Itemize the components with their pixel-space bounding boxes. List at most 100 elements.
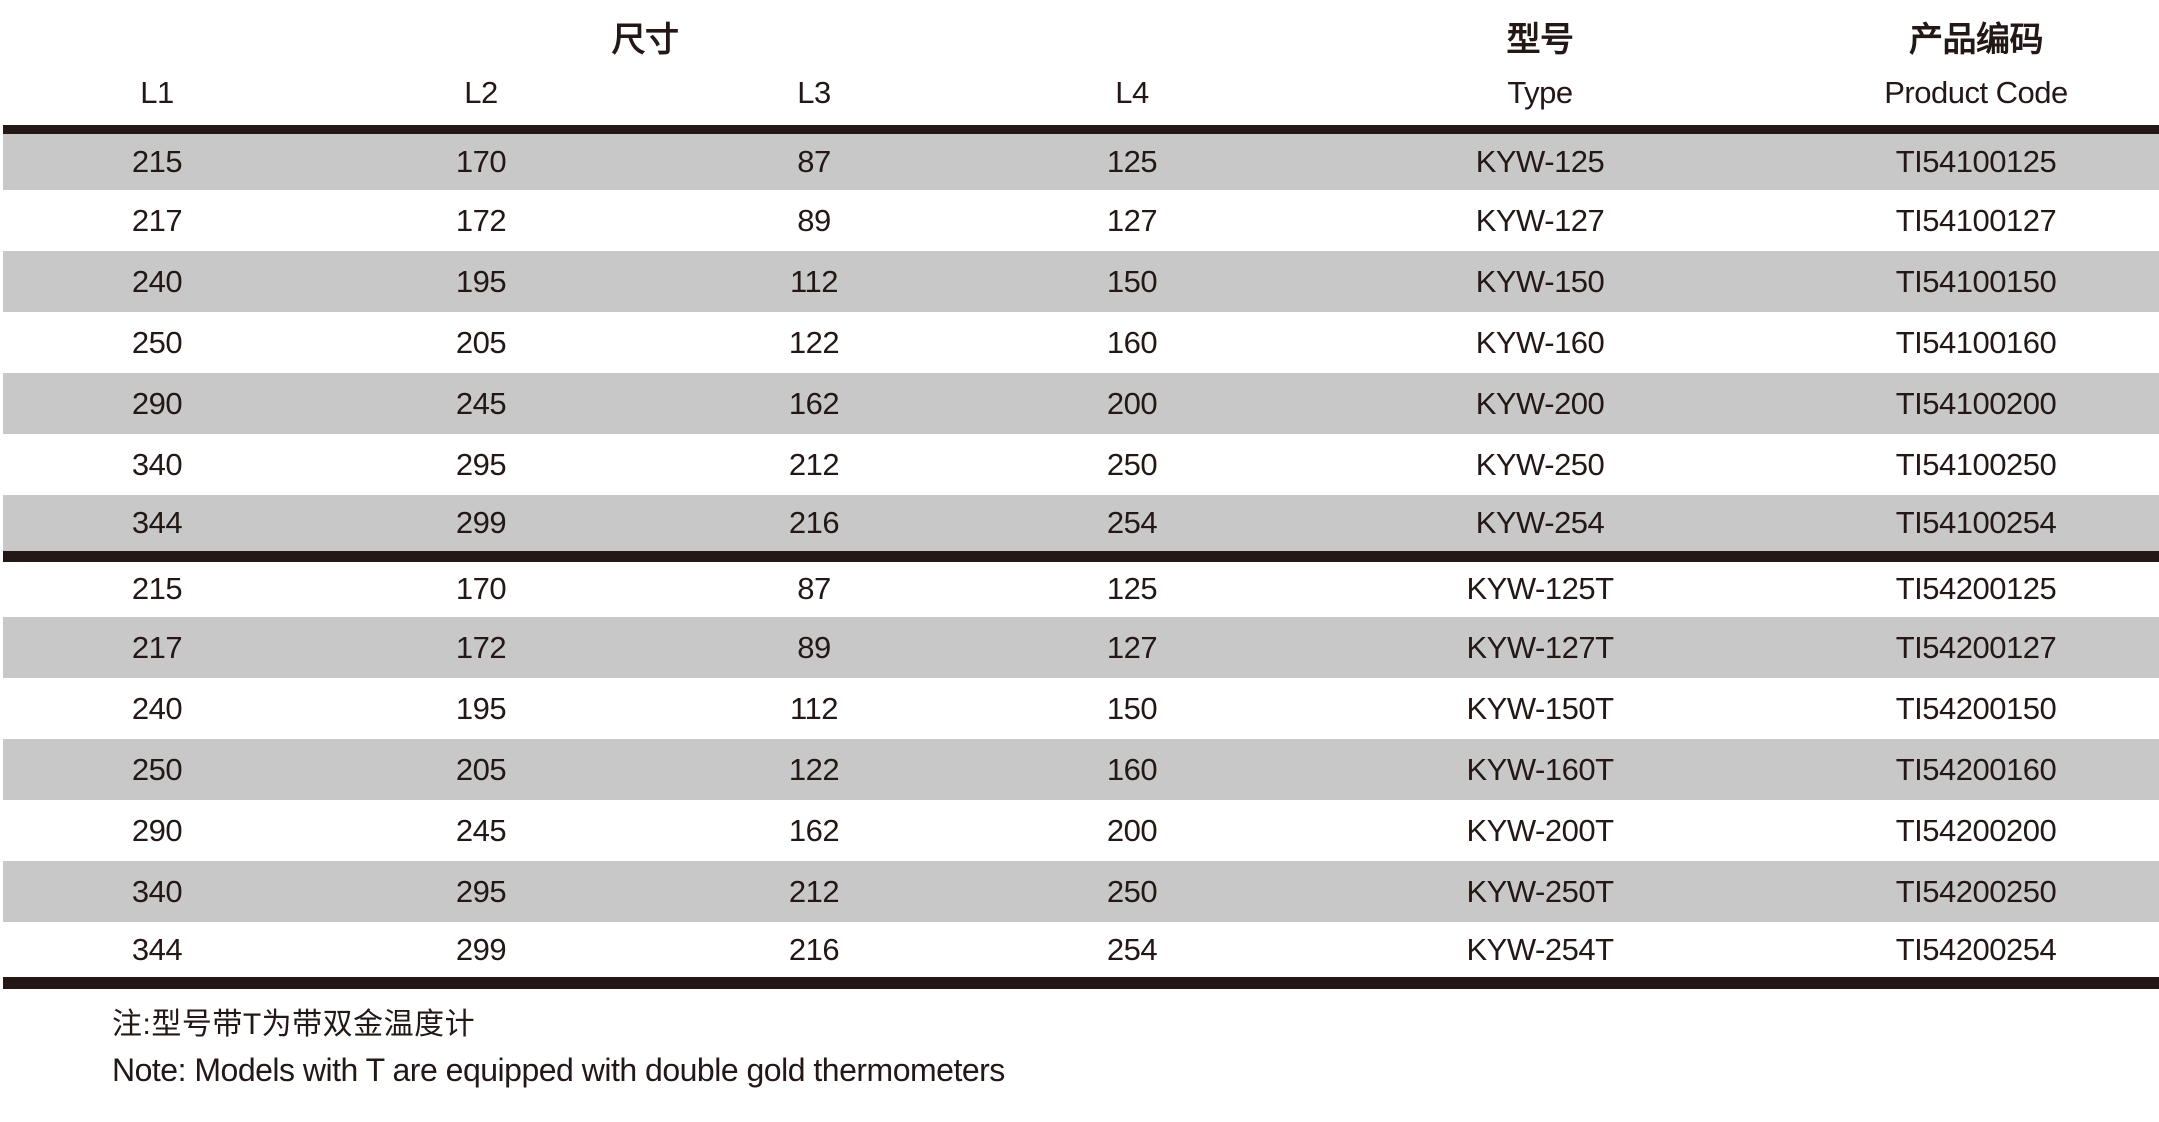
cell-l4: 254 — [977, 495, 1287, 556]
table-row: 215 170 87 125 KYW-125T TI54200125 — [3, 550, 2159, 617]
cell-l2: 295 — [455, 446, 507, 482]
cell-l1: 290 — [131, 812, 183, 848]
cell-l3: 112 — [790, 690, 838, 726]
cell-l3: 162 — [788, 812, 840, 848]
cell-l3: 87 — [651, 550, 977, 617]
cell-type: KYW-200 — [1287, 373, 1793, 434]
spec-table-body: 215 170 87 125 KYW-125 TI54100125 217 17… — [3, 129, 2159, 989]
cell-l2: 205 — [455, 324, 507, 360]
cell-type: KYW-127 — [1475, 202, 1605, 238]
cell-product-code: TI54200200 — [1895, 812, 2057, 848]
cell-l1: 217 — [131, 202, 183, 238]
cell-type: KYW-127T — [1287, 617, 1793, 678]
cell-l4: 200 — [1106, 812, 1158, 848]
cell-l3: 122 — [651, 739, 977, 800]
cell-l3: 122 — [788, 324, 840, 360]
cell-l3: 89 — [651, 617, 977, 678]
cell-l3: 112 — [651, 251, 977, 312]
cell-l4: 127 — [1106, 202, 1158, 238]
cell-l1: 215 — [3, 129, 311, 190]
cell-l2: 170 — [311, 550, 651, 617]
cell-type: KYW-125T — [1287, 550, 1793, 617]
header-l4: L4 — [977, 61, 1287, 134]
cell-l1: 340 — [131, 446, 183, 482]
cell-l1: 240 — [3, 251, 311, 312]
cell-l1: 250 — [3, 739, 311, 800]
footnote-chinese: 注:型号带T为带双金温度计 — [112, 1008, 476, 1041]
cell-type: KYW-125 — [1287, 129, 1793, 190]
cell-type: KYW-250 — [1475, 446, 1605, 482]
cell-l4: 250 — [1106, 446, 1158, 482]
cell-type: KYW-160T — [1287, 739, 1793, 800]
header-dimensions: 尺寸 — [611, 21, 680, 59]
cell-l4: 250 — [977, 861, 1287, 922]
cell-l4: 200 — [977, 373, 1287, 434]
cell-type: KYW-200T — [1466, 812, 1614, 848]
table-row: 240 195 112 150 KYW-150 TI54100150 — [3, 251, 2159, 312]
cell-l4: 150 — [1106, 690, 1158, 726]
spec-table: 尺寸 型号 产品编码 L1 L2 L3 L4 Type Product Code… — [3, 0, 2159, 989]
cell-l4: 150 — [977, 251, 1287, 312]
cell-l3: 162 — [651, 373, 977, 434]
cell-product-code: TI54200127 — [1793, 617, 2159, 678]
cell-product-code: TI54100200 — [1793, 373, 2159, 434]
cell-l3: 87 — [651, 129, 977, 190]
footnote: 注:型号带T为带双金温度计 Note: Models with T are eq… — [112, 1003, 2159, 1093]
cell-type: KYW-150 — [1287, 251, 1793, 312]
cell-product-code: TI54100127 — [1895, 202, 2057, 238]
cell-l4: 160 — [977, 739, 1287, 800]
table-row: 217 172 89 127 KYW-127 TI54100127 — [3, 190, 2159, 251]
cell-product-code: TI54100160 — [1895, 324, 2057, 360]
cell-l1: 240 — [131, 690, 183, 726]
cell-l2: 245 — [455, 812, 507, 848]
cell-l2: 205 — [311, 739, 651, 800]
header-row-columns: L1 L2 L3 L4 Type Product Code — [3, 61, 2159, 134]
header-code-cn: 产品编码 — [1909, 21, 2044, 59]
table-row: 290 245 162 200 KYW-200 TI54100200 — [3, 373, 2159, 434]
cell-product-code: TI54200160 — [1793, 739, 2159, 800]
table-row: 344 299 216 254 KYW-254T TI54200254 — [3, 922, 2159, 989]
table-row: 290 245 162 200 KYW-200T TI54200200 — [3, 800, 2159, 861]
cell-l1: 217 — [3, 617, 311, 678]
cell-l2: 172 — [455, 202, 507, 238]
table-row: 217 172 89 127 KYW-127T TI54200127 — [3, 617, 2159, 678]
cell-type: KYW-254 — [1287, 495, 1793, 556]
table-row: 240 195 112 150 KYW-150T TI54200150 — [3, 678, 2159, 739]
cell-product-code: TI54100254 — [1793, 495, 2159, 556]
table-row: 250 205 122 160 KYW-160 TI54100160 — [3, 312, 2159, 373]
cell-l1: 215 — [3, 550, 311, 617]
cell-l2: 195 — [311, 251, 651, 312]
cell-l1: 250 — [131, 324, 183, 360]
cell-type: KYW-250T — [1287, 861, 1793, 922]
cell-type: KYW-160 — [1475, 324, 1605, 360]
header-code-en: Product Code — [1793, 61, 2159, 134]
table-row: 215 170 87 125 KYW-125 TI54100125 — [3, 129, 2159, 190]
cell-l2: 195 — [455, 690, 507, 726]
cell-type: KYW-150T — [1466, 690, 1614, 726]
cell-l2: 245 — [311, 373, 651, 434]
footnote-english: Note: Models with T are equipped with do… — [112, 1052, 1005, 1088]
cell-l1: 340 — [3, 861, 311, 922]
cell-product-code: TI54200150 — [1895, 690, 2057, 726]
table-row: 340 295 212 250 KYW-250T TI54200250 — [3, 861, 2159, 922]
cell-l2: 299 — [311, 495, 651, 556]
cell-l1: 344 — [3, 922, 311, 989]
table-row: 250 205 122 160 KYW-160T TI54200160 — [3, 739, 2159, 800]
spec-table-header: 尺寸 型号 产品编码 L1 L2 L3 L4 Type Product Code — [3, 0, 2159, 134]
header-type-en: Type — [1287, 61, 1793, 134]
header-l2: L2 — [311, 61, 651, 134]
header-row-group: 尺寸 型号 产品编码 — [3, 0, 2159, 61]
header-l1: L1 — [3, 61, 311, 134]
cell-l2: 172 — [311, 617, 651, 678]
cell-l2: 170 — [311, 129, 651, 190]
cell-l3: 216 — [651, 495, 977, 556]
table-row: 340 295 212 250 KYW-250 TI54100250 — [3, 434, 2159, 495]
table-row: 344 299 216 254 KYW-254 TI54100254 — [3, 495, 2159, 556]
header-l3: L3 — [651, 61, 977, 134]
cell-product-code: TI54100250 — [1895, 446, 2057, 482]
cell-l3: 212 — [788, 446, 840, 482]
cell-l4: 127 — [977, 617, 1287, 678]
cell-product-code: TI54200250 — [1793, 861, 2159, 922]
cell-product-code: TI54200254 — [1793, 922, 2159, 989]
cell-l2: 299 — [311, 922, 651, 989]
